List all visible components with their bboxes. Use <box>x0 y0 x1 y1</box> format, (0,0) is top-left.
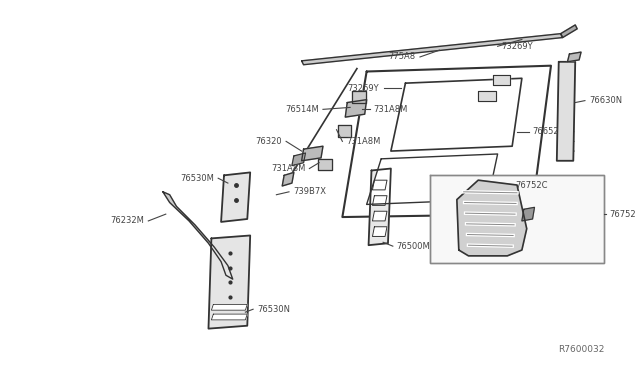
Polygon shape <box>282 172 294 186</box>
Polygon shape <box>301 34 563 65</box>
Polygon shape <box>457 180 527 256</box>
Polygon shape <box>522 207 534 221</box>
Polygon shape <box>209 235 250 328</box>
Polygon shape <box>211 314 247 320</box>
Text: 76500M: 76500M <box>397 242 431 251</box>
Text: 76530M: 76530M <box>180 174 214 183</box>
Text: 76320: 76320 <box>255 137 282 146</box>
Polygon shape <box>367 154 498 205</box>
Polygon shape <box>318 159 332 170</box>
Text: 73269Y: 73269Y <box>348 83 380 93</box>
Polygon shape <box>301 146 323 161</box>
Polygon shape <box>163 192 233 279</box>
Text: 76652: 76652 <box>532 127 559 136</box>
Polygon shape <box>561 25 577 38</box>
Text: 775A8: 775A8 <box>388 52 415 61</box>
Polygon shape <box>557 62 575 161</box>
Polygon shape <box>221 172 250 222</box>
Text: 739B7X: 739B7X <box>293 187 326 196</box>
Polygon shape <box>391 78 522 151</box>
Text: 731A8M: 731A8M <box>271 164 305 173</box>
Text: R7600032: R7600032 <box>558 346 604 355</box>
Text: 76530N: 76530N <box>257 305 290 314</box>
Polygon shape <box>478 91 495 100</box>
Polygon shape <box>372 211 387 221</box>
Polygon shape <box>493 76 510 85</box>
Polygon shape <box>337 125 351 137</box>
Polygon shape <box>211 304 247 310</box>
Polygon shape <box>372 180 387 190</box>
Polygon shape <box>372 227 387 237</box>
Polygon shape <box>568 52 581 62</box>
Polygon shape <box>342 66 551 217</box>
Text: 76630N: 76630N <box>589 96 622 105</box>
Text: 76232M: 76232M <box>111 217 145 225</box>
Text: 76752: 76752 <box>609 210 636 219</box>
Text: 731A8M: 731A8M <box>346 137 381 146</box>
Polygon shape <box>369 169 391 245</box>
Polygon shape <box>352 91 365 103</box>
Text: 76752C: 76752C <box>515 180 548 189</box>
Bar <box>429 175 604 263</box>
Polygon shape <box>292 153 305 166</box>
Polygon shape <box>372 196 387 205</box>
Text: 73269Y: 73269Y <box>502 42 533 51</box>
Polygon shape <box>346 100 367 117</box>
Text: 731A8M: 731A8M <box>373 105 408 114</box>
Text: 76514M: 76514M <box>285 105 319 114</box>
